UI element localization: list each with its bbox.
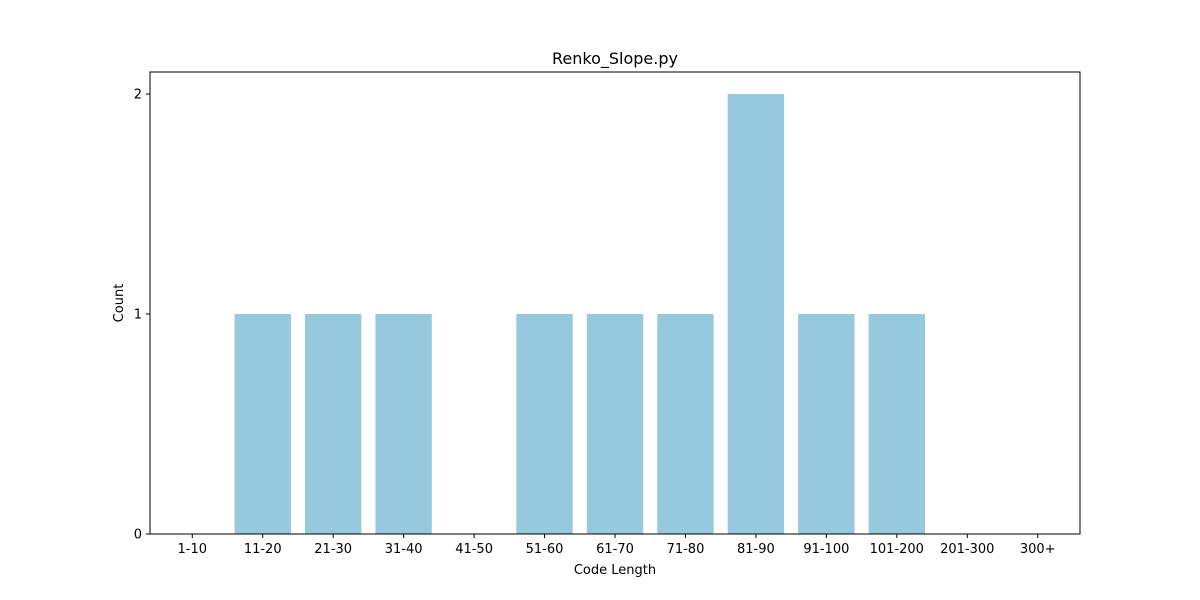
x-tick-label: 21-30 [314, 542, 352, 557]
x-tick-label: 91-100 [803, 542, 849, 557]
y-tick-label: 0 [134, 528, 142, 543]
x-tick-label: 51-60 [526, 542, 564, 557]
chart-title: Renko_Slope.py [552, 49, 678, 69]
bar-91-100 [798, 314, 855, 534]
x-axis-ticks: 1-10 11-20 21-30 31-40 41-50 51-60 61-70 71-80 8… [178, 534, 1056, 557]
x-tick-label: 41-50 [455, 542, 493, 557]
y-axis-label: Count [112, 284, 127, 323]
x-tick-label: 300+ [1020, 542, 1056, 557]
y-axis-ticks: 0 1 2 [134, 88, 150, 543]
bar-81-90 [727, 94, 785, 534]
x-tick-label: 1-10 [178, 542, 208, 557]
bar-101-200 [868, 314, 925, 534]
bar-51-60 [516, 314, 573, 534]
bars-group [234, 94, 925, 534]
y-tick-label: 2 [134, 88, 142, 103]
x-tick-label: 201-300 [940, 542, 994, 557]
bar-11-20 [234, 314, 291, 534]
x-tick-label: 101-200 [870, 542, 924, 557]
bar-31-40 [375, 314, 432, 534]
x-tick-label: 81-90 [737, 542, 775, 557]
x-tick-label: 71-80 [667, 542, 705, 557]
x-tick-label: 61-70 [596, 542, 634, 557]
bar-21-30 [305, 314, 362, 534]
y-tick-label: 1 [134, 308, 142, 323]
bar-61-70 [586, 314, 644, 534]
x-tick-label: 31-40 [385, 542, 423, 557]
x-axis-label: Code Length [574, 563, 656, 578]
x-tick-label: 11-20 [244, 542, 282, 557]
bar-71-80 [657, 314, 714, 534]
